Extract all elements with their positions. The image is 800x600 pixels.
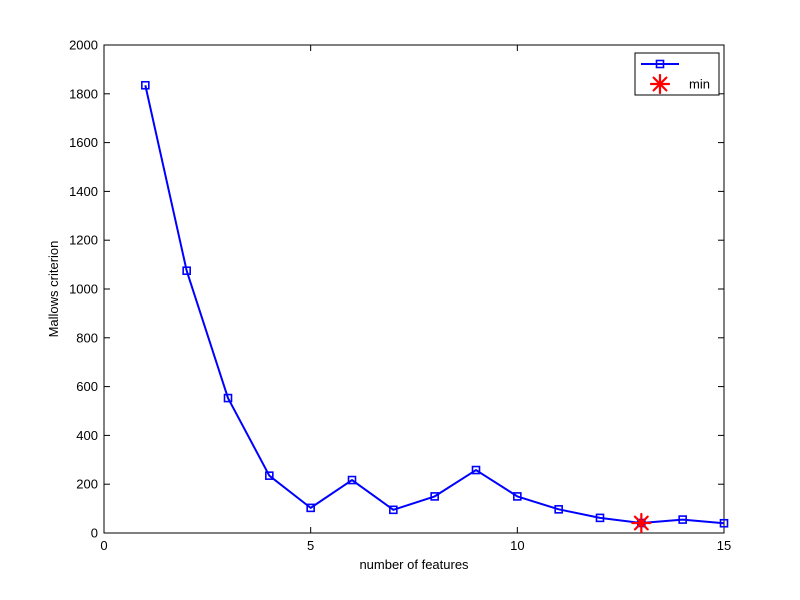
legend-min-marker — [649, 73, 671, 95]
series-point — [182, 266, 191, 276]
series-point — [265, 471, 274, 480]
y-tick-label: 1200 — [69, 233, 98, 248]
series-point — [141, 80, 150, 90]
series-point — [306, 503, 315, 513]
x-tick-label: 15 — [717, 538, 731, 553]
series-point — [513, 492, 522, 501]
y-tick-label: 0 — [91, 526, 98, 541]
series-point — [678, 515, 687, 524]
y-axis-label: Mallows criterion — [46, 241, 61, 338]
series-point — [595, 513, 605, 523]
y-tick-label: 1000 — [69, 282, 98, 297]
x-tick-label: 10 — [510, 538, 524, 553]
legend-series-marker — [655, 59, 665, 69]
plot-area — [103, 44, 725, 534]
y-tick-label: 200 — [76, 477, 98, 492]
series-point — [719, 518, 729, 528]
axis-ticks: 0 5 10 15 0 200 400 600 800 1000 1200 1400 1600 1800 2… — [69, 38, 731, 554]
y-tick-label: 1600 — [69, 135, 98, 150]
legend-box — [634, 52, 720, 96]
legend: min — [634, 52, 720, 96]
y-tick-label: 2000 — [69, 38, 98, 53]
x-axis-label: number of features — [359, 557, 469, 572]
min-marker — [631, 512, 652, 534]
series-line — [144, 85, 725, 525]
min-marker-layer — [631, 512, 652, 534]
series-point — [554, 505, 563, 514]
y-tick-label: 1400 — [69, 184, 98, 199]
y-tick-label: 600 — [76, 379, 98, 394]
y-tick-label: 800 — [76, 330, 98, 345]
series-point — [347, 475, 357, 485]
x-tick-label: 0 — [100, 538, 107, 553]
y-tick-label: 400 — [76, 428, 98, 443]
series-point — [430, 492, 439, 501]
series-point — [389, 505, 398, 515]
legend-min-label: min — [689, 77, 710, 92]
x-tick-label: 5 — [307, 538, 314, 553]
y-tick-label: 1800 — [69, 86, 98, 101]
series-point — [223, 393, 233, 403]
series-point — [471, 465, 481, 475]
